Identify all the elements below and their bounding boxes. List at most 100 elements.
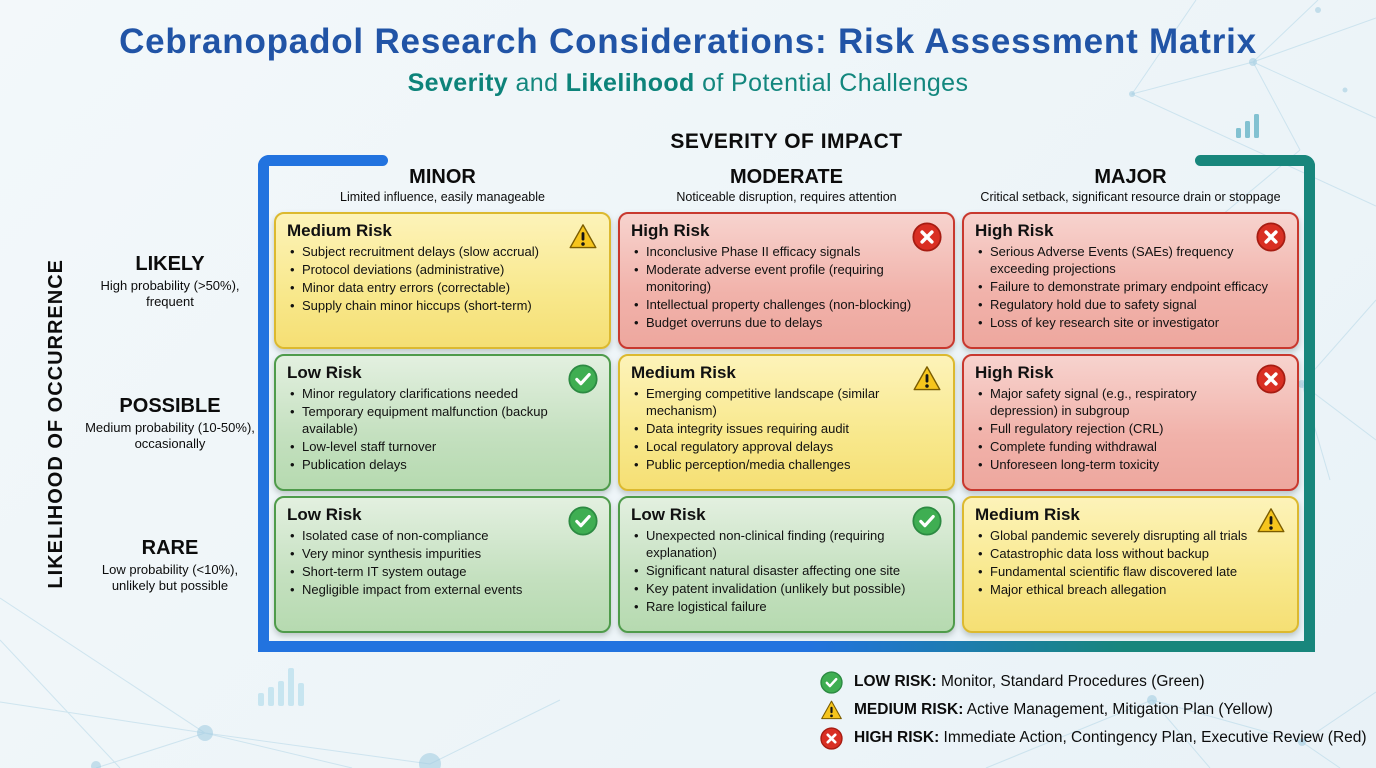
y-axis-title: LIKELIHOOD OF OCCURRENCE: [38, 213, 74, 634]
cell-likely-minor: Medium Risk Subject recruitment delays (s…: [274, 212, 611, 349]
cell-bullet: Low-level staff turnover: [287, 439, 598, 456]
matrix-frame-left: [258, 155, 269, 652]
cell-bullet: Moderate adverse event profile (requirin…: [631, 262, 942, 296]
check-circle-icon: [820, 670, 843, 694]
cell-risk-title: High Risk: [975, 363, 1054, 382]
subtitle-and: and: [508, 69, 566, 97]
cell-rare-moderate: Low Risk Unexpected non-clinical finding …: [618, 496, 955, 633]
subtitle-likelihood: Likelihood: [565, 69, 695, 97]
cell-bullet: Negligible impact from external events: [287, 582, 598, 599]
cell-risk-title: Low Risk: [631, 505, 706, 524]
row-label-rare: RARE Low probability (<10%), unlikely but…: [84, 497, 256, 634]
cell-bullet: Budget overruns due to delays: [631, 315, 942, 332]
matrix-frame-bottom: [258, 641, 1315, 652]
cell-likely-moderate: High Risk Inconclusive Phase II efficacy …: [618, 212, 955, 349]
row-label-title: LIKELY: [135, 252, 205, 275]
legend-label: MEDIUM RISK:: [854, 701, 964, 718]
cell-rare-minor: Low Risk Isolated case of non-complianceV…: [274, 496, 611, 633]
cell-bullet: Short-term IT system outage: [287, 564, 598, 581]
column-label: MINOR: [409, 166, 476, 188]
cell-bullet: Supply chain minor hiccups (short-term): [287, 298, 598, 315]
cell-bullet: Failure to demonstrate primary endpoint …: [975, 279, 1286, 296]
matrix-inner: MINOR Limited influence, easily manageabl…: [274, 166, 1299, 633]
cell-bullet: Inconclusive Phase II efficacy signals: [631, 244, 942, 261]
cell-bullet: Data integrity issues requiring audit: [631, 421, 942, 438]
cell-bullet-list: Major safety signal (e.g., respiratory d…: [975, 386, 1286, 473]
row-label-description: Low probability (<10%), unlikely but pos…: [101, 561, 239, 593]
cell-bullet: Protocol deviations (administrative): [287, 262, 598, 279]
y-axis-title-text: LIKELIHOOD OF OCCURRENCE: [44, 258, 67, 589]
page-subtitle: Severity and Likelihood of Potential Cha…: [0, 69, 1376, 98]
legend-row-low-risk: LOW RISK: Monitor, Standard Procedures (…: [820, 668, 1367, 696]
cell-bullet-list: Global pandemic severely disrupting all …: [975, 528, 1286, 599]
cell-possible-major: High Risk Major safety signal (e.g., resp…: [962, 354, 1299, 491]
cell-bullet: Rare logistical failure: [631, 599, 942, 616]
cell-risk-title: Medium Risk: [631, 363, 736, 382]
column-label: MAJOR: [1094, 166, 1167, 188]
cell-bullet: Local regulatory approval delays: [631, 439, 942, 456]
cell-bullet: Regulatory hold due to safety signal: [975, 297, 1286, 314]
matrix-frame-top-left: [258, 155, 388, 166]
column-header-major: MAJOR Critical setback, significant resou…: [962, 166, 1299, 212]
legend-description: Active Management, Mitigation Plan (Yell…: [963, 701, 1273, 718]
cell-bullet: Public perception/media challenges: [631, 457, 942, 474]
cell-bullet: Minor regulatory clarifications needed: [287, 386, 598, 403]
cell-bullet: Loss of key research site or investigato…: [975, 315, 1286, 332]
header: Cebranopadol Research Considerations: Ri…: [0, 22, 1376, 98]
cell-bullet: Global pandemic severely disrupting all …: [975, 528, 1286, 545]
cell-bullet: Major safety signal (e.g., respiratory d…: [975, 386, 1286, 420]
row-label-possible: POSSIBLE Medium probability (10-50%), occ…: [84, 355, 256, 492]
column-description: Critical setback, significant resource d…: [980, 190, 1281, 204]
cell-bullet-list: Unexpected non-clinical finding (requiri…: [631, 528, 942, 615]
column-header-moderate: MODERATE Noticeable disruption, requires …: [618, 166, 955, 212]
cell-bullet: Temporary equipment malfunction (backup …: [287, 404, 598, 438]
matrix-frame-top-right: [1195, 155, 1315, 166]
cell-possible-moderate: Medium Risk Emerging competitive landscap…: [618, 354, 955, 491]
cell-possible-minor: Low Risk Minor regulatory clarifications …: [274, 354, 611, 491]
column-header-minor: MINOR Limited influence, easily manageabl…: [274, 166, 611, 212]
cell-bullet: Isolated case of non-compliance: [287, 528, 598, 545]
row-labels: LIKELY High probability (>50%), frequent P…: [84, 213, 256, 634]
legend-description: Monitor, Standard Procedures (Green): [936, 673, 1205, 690]
warning-triangle-icon: [820, 699, 843, 722]
legend: LOW RISK: Monitor, Standard Procedures (…: [820, 668, 1367, 752]
cell-likely-major: High Risk Serious Adverse Events (SAEs) f…: [962, 212, 1299, 349]
legend-row-medium-risk: MEDIUM RISK: Active Management, Mitigati…: [820, 696, 1367, 724]
cell-risk-title: Low Risk: [287, 363, 362, 382]
matrix-frame-right: [1304, 155, 1315, 652]
cell-risk-title: High Risk: [975, 221, 1054, 240]
legend-text: HIGH RISK: Immediate Action, Contingency…: [854, 729, 1367, 747]
legend-label: LOW RISK:: [854, 673, 937, 690]
cell-bullet-list: Emerging competitive landscape (similar …: [631, 386, 942, 473]
row-label-title: RARE: [141, 536, 199, 559]
bar-chart-icon: [258, 668, 304, 706]
column-description: Limited influence, easily manageable: [340, 190, 545, 204]
row-label-likely: LIKELY High probability (>50%), frequent: [84, 213, 256, 350]
risk-matrix: MINOR Limited influence, easily manageabl…: [258, 155, 1315, 652]
legend-text: LOW RISK: Monitor, Standard Procedures (…: [854, 673, 1205, 691]
legend-text: MEDIUM RISK: Active Management, Mitigati…: [854, 701, 1273, 719]
matrix-cells: Medium Risk Subject recruitment delays (s…: [274, 212, 1299, 633]
cell-rare-major: Medium Risk Global pandemic severely disr…: [962, 496, 1299, 633]
x-axis-title: SEVERITY OF IMPACT: [670, 130, 903, 153]
cell-bullet: Major ethical breach allegation: [975, 582, 1286, 599]
cell-bullet: Publication delays: [287, 457, 598, 474]
cell-bullet: Full regulatory rejection (CRL): [975, 421, 1286, 438]
cell-bullet: Very minor synthesis impurities: [287, 546, 598, 563]
x-circle-icon: [820, 726, 843, 750]
cell-bullet: Catastrophic data loss without backup: [975, 546, 1286, 563]
legend-row-high-risk: HIGH RISK: Immediate Action, Contingency…: [820, 724, 1367, 752]
cell-bullet-list: Serious Adverse Events (SAEs) frequency …: [975, 244, 1286, 331]
row-label-title: POSSIBLE: [119, 394, 221, 417]
subtitle-rest: of Potential Challenges: [694, 69, 969, 97]
legend-description: Immediate Action, Contingency Plan, Exec…: [939, 729, 1367, 746]
row-label-description: Medium probability (10-50%), occasionall…: [85, 419, 255, 451]
column-label: MODERATE: [730, 166, 843, 188]
page-title: Cebranopadol Research Considerations: Ri…: [119, 22, 1257, 61]
cell-bullet: Fundamental scientific flaw discovered l…: [975, 564, 1286, 581]
cell-bullet: Unforeseen long-term toxicity: [975, 457, 1286, 474]
cell-bullet: Subject recruitment delays (slow accrual…: [287, 244, 598, 261]
cell-risk-title: Medium Risk: [287, 221, 392, 240]
cell-bullet-list: Subject recruitment delays (slow accrual…: [287, 244, 598, 315]
cell-bullet: Key patent invalidation (unlikely but po…: [631, 581, 942, 598]
